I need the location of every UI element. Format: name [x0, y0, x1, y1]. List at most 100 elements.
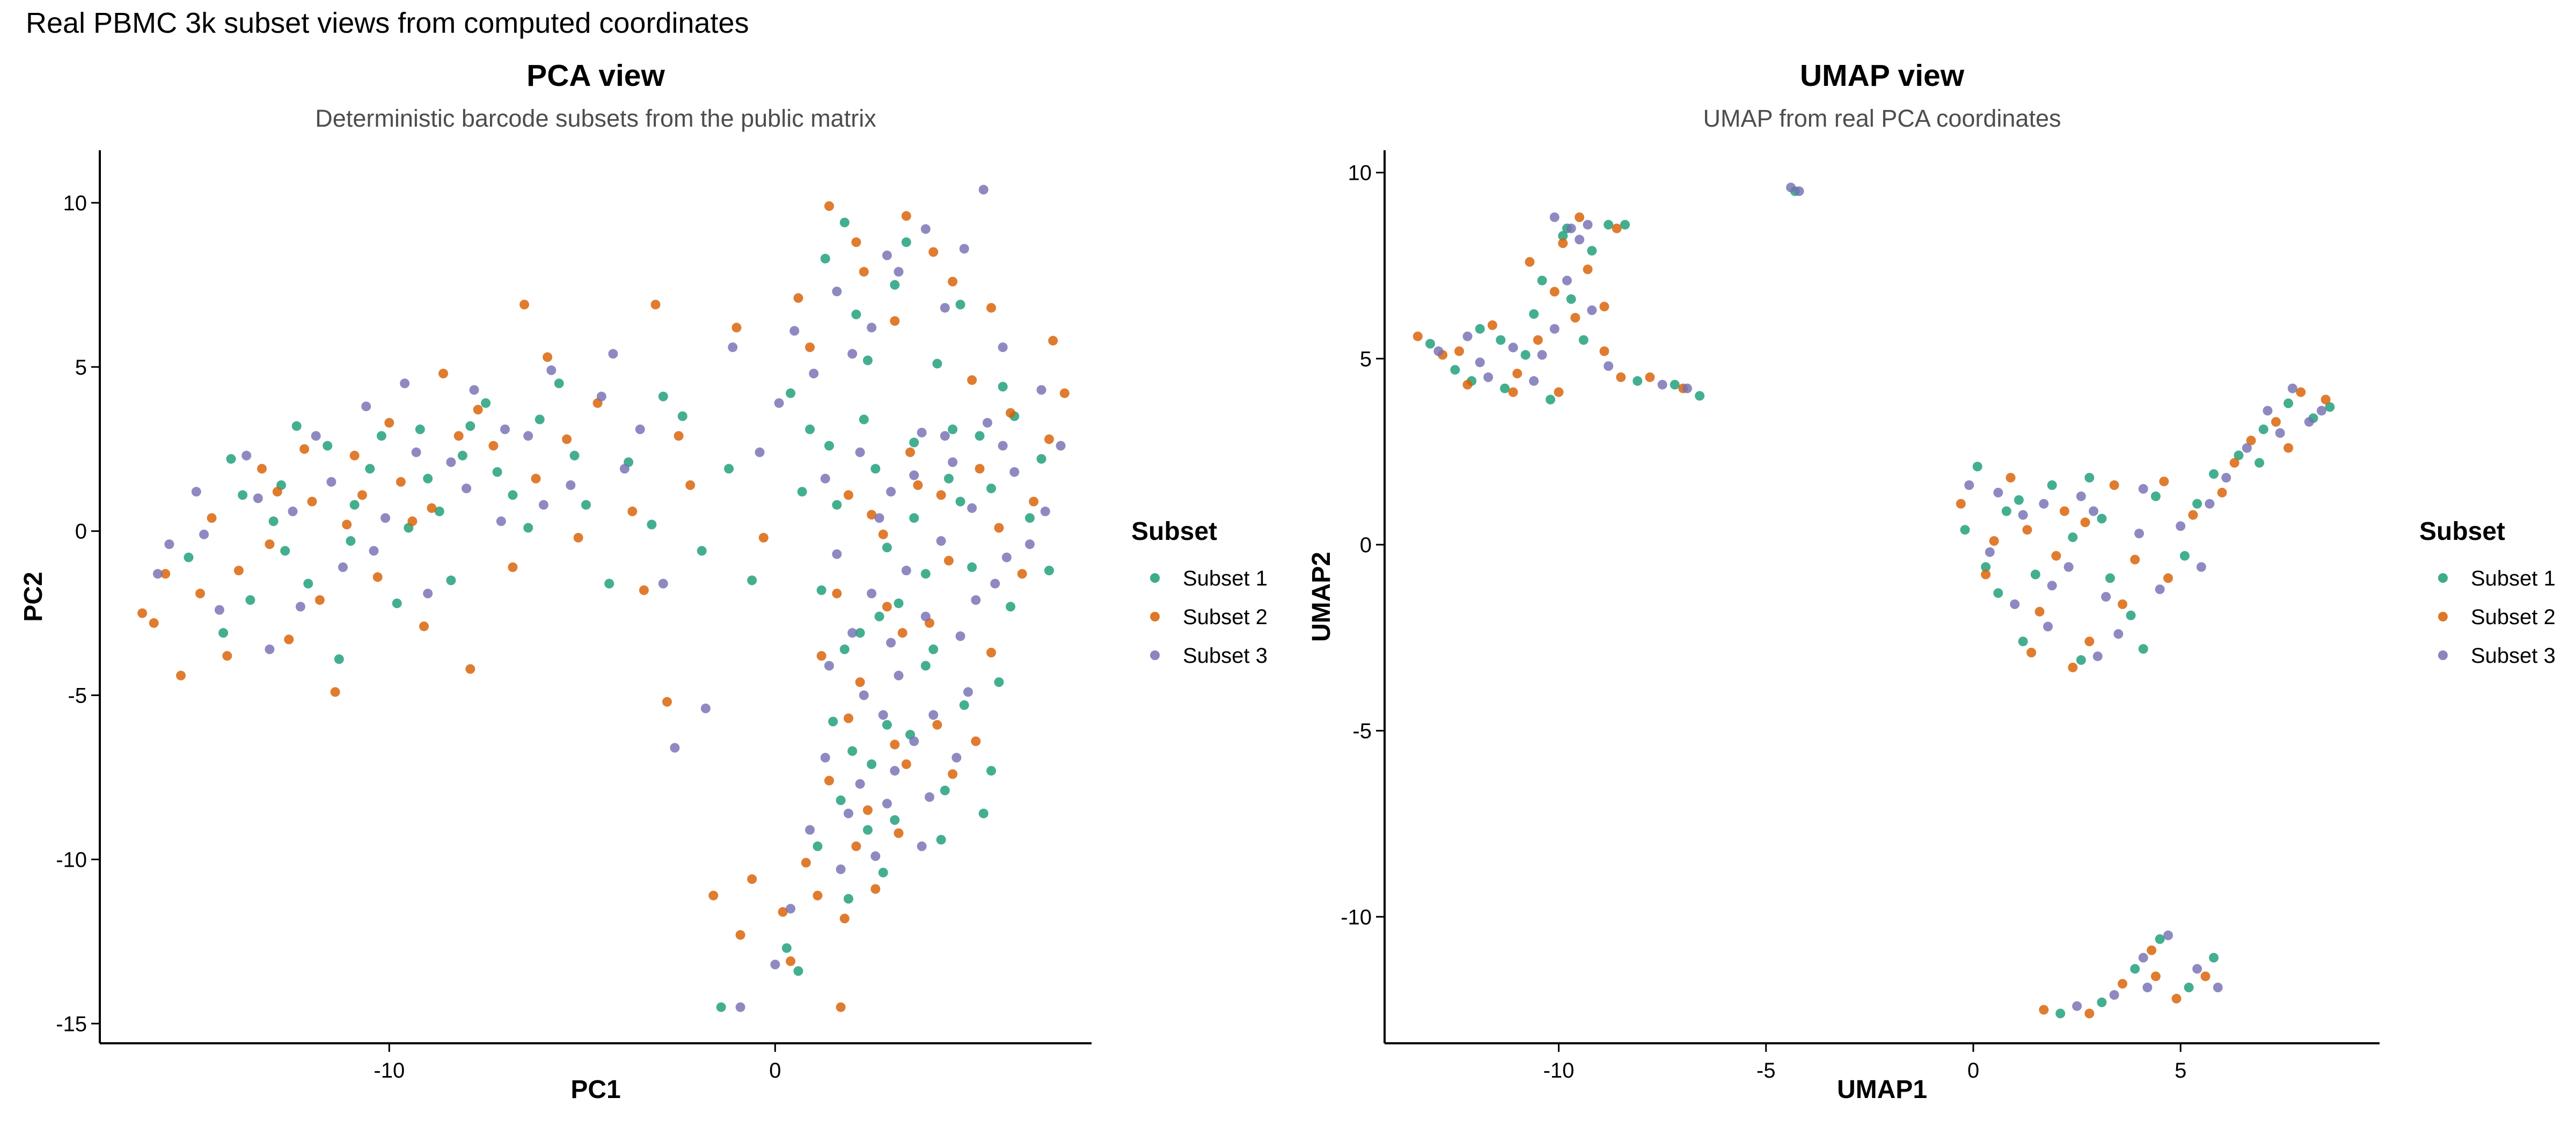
data-point-subset-3	[2138, 484, 2148, 494]
data-point-subset-2	[473, 405, 483, 415]
data-point-subset-1	[870, 464, 881, 474]
legend: Subset Subset 1 Subset 2 Subset 3	[2419, 517, 2556, 668]
data-point-subset-3	[2163, 930, 2173, 940]
data-point-subset-2	[1508, 387, 1518, 397]
data-point-subset-1	[901, 237, 911, 247]
data-point-subset-1	[948, 425, 958, 434]
data-point-subset-3	[2076, 491, 2086, 501]
data-point-subset-2	[160, 569, 171, 579]
y-tick-label: -15	[56, 1012, 87, 1036]
data-point-subset-3	[1024, 539, 1035, 550]
data-point-subset-3	[1462, 331, 1473, 341]
data-point-subset-3	[820, 752, 830, 763]
y-tick-label: -10	[56, 848, 87, 872]
data-point-subset-2	[1413, 331, 1423, 341]
data-point-subset-2	[2147, 945, 2157, 955]
data-point-subset-3	[928, 710, 939, 720]
data-point-subset-1	[1620, 219, 1630, 230]
data-point-subset-3	[311, 431, 321, 441]
data-point-subset-1	[268, 516, 279, 526]
data-point-subset-1	[847, 746, 858, 756]
data-point-subset-3	[971, 595, 981, 605]
data-point-subset-1	[291, 421, 302, 431]
data-point-subset-3	[566, 480, 576, 490]
data-point-subset-2	[2059, 506, 2069, 516]
data-point-subset-1	[1604, 219, 1614, 230]
data-point-subset-1	[2138, 644, 2148, 654]
data-point-subset-3	[805, 825, 815, 835]
legend: Subset Subset 1 Subset 2 Subset 3	[1131, 517, 1268, 668]
data-point-subset-3	[2213, 983, 2223, 992]
data-point-subset-2	[2229, 458, 2240, 468]
data-point-subset-1	[554, 378, 564, 389]
data-point-subset-1	[1578, 335, 1589, 345]
data-point-subset-2	[2035, 606, 2045, 617]
data-point-subset-3	[1433, 346, 1444, 356]
data-point-subset-1	[2084, 473, 2095, 483]
data-point-subset-2	[882, 602, 892, 612]
data-point-subset-3	[867, 323, 877, 333]
data-point-subset-2	[2051, 551, 2061, 561]
x-tick-label: -10	[374, 1059, 405, 1082]
data-point-subset-3	[909, 736, 919, 747]
data-point-subset-3	[998, 342, 1008, 353]
data-point-subset-1	[967, 562, 977, 572]
data-point-subset-1	[423, 473, 433, 484]
data-point-subset-3	[894, 267, 904, 277]
data-point-subset-1	[1475, 324, 1485, 334]
data-point-subset-1	[839, 217, 850, 228]
data-point-subset-3	[1566, 223, 1576, 233]
data-point-subset-3	[658, 579, 668, 589]
data-point-subset-3	[2242, 443, 2252, 453]
data-point-subset-3	[859, 690, 869, 700]
data-point-subset-3	[1562, 275, 1572, 286]
data-point-subset-2	[708, 890, 719, 901]
data-point-subset-1	[2209, 953, 2219, 963]
data-point-subset-2	[2284, 443, 2293, 453]
data-point-subset-3	[901, 566, 911, 576]
data-point-subset-1	[2150, 491, 2161, 501]
data-point-subset-3	[2134, 529, 2144, 539]
data-point-subset-3	[1483, 372, 1494, 382]
data-point-subset-1	[909, 513, 919, 523]
panel-title: UMAP view	[1800, 58, 1965, 93]
data-point-subset-2	[2200, 971, 2211, 982]
data-point-subset-2	[747, 874, 757, 884]
data-point-subset-1	[1520, 350, 1531, 360]
data-point-subset-3	[847, 349, 858, 359]
data-point-subset-2	[650, 299, 661, 310]
data-point-subset-3	[523, 431, 533, 441]
data-point-subset-3	[152, 569, 163, 579]
data-point-subset-2	[855, 677, 865, 687]
data-point-subset-1	[786, 388, 796, 398]
data-point-subset-2	[862, 805, 873, 815]
data-point-subset-2	[519, 299, 529, 310]
data-point-subset-2	[731, 323, 742, 333]
data-point-subset-1	[2284, 398, 2293, 408]
data-point-subset-2	[936, 490, 946, 500]
data-point-subset-3	[920, 224, 931, 234]
data-point-subset-2	[778, 907, 788, 917]
data-point-subset-1	[2018, 636, 2028, 647]
data-point-subset-3	[963, 687, 973, 697]
data-point-subset-1	[1537, 275, 1547, 286]
data-point-subset-2	[948, 769, 958, 779]
data-point-subset-2	[1956, 499, 1966, 509]
y-tick-label: 0	[1360, 533, 1372, 557]
data-point-subset-3	[2316, 406, 2326, 416]
data-point-subset-3	[538, 500, 548, 510]
umap-panel: UMAP view UMAP from real PCA coordinates -…	[1307, 58, 2556, 1104]
data-point-subset-3	[894, 670, 904, 680]
data-point-subset-1	[492, 467, 502, 477]
data-point-subset-2	[2068, 662, 2078, 672]
data-point-subset-1	[677, 411, 687, 421]
data-point-subset-1	[1566, 294, 1576, 304]
data-point-subset-2	[2118, 979, 2127, 989]
data-point-subset-3	[2275, 428, 2285, 438]
data-point-subset-2	[299, 444, 310, 454]
data-point-subset-1	[184, 552, 194, 562]
data-point-subset-2	[2022, 525, 2032, 535]
data-point-subset-1	[867, 759, 877, 769]
data-point-subset-1	[724, 464, 734, 474]
data-point-subset-2	[2159, 477, 2169, 487]
